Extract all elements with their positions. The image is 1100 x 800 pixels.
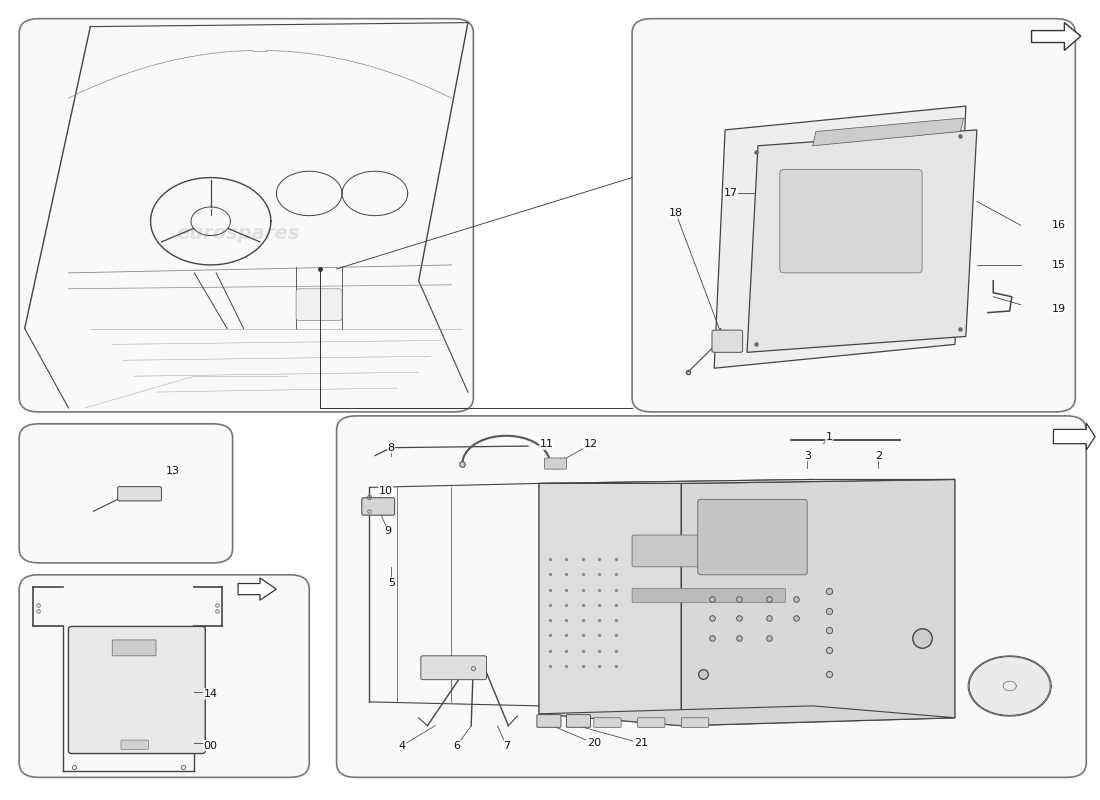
Text: 14: 14 bbox=[204, 689, 218, 699]
FancyBboxPatch shape bbox=[697, 499, 807, 574]
FancyBboxPatch shape bbox=[594, 718, 621, 727]
Text: 10: 10 bbox=[378, 486, 393, 496]
FancyBboxPatch shape bbox=[19, 424, 232, 563]
FancyBboxPatch shape bbox=[118, 486, 162, 501]
Text: 13: 13 bbox=[165, 466, 179, 477]
Text: 17: 17 bbox=[724, 189, 738, 198]
FancyBboxPatch shape bbox=[712, 330, 743, 352]
Polygon shape bbox=[539, 483, 681, 726]
Polygon shape bbox=[747, 130, 977, 352]
Text: 15: 15 bbox=[1052, 260, 1066, 270]
Circle shape bbox=[969, 657, 1050, 715]
Text: 5: 5 bbox=[388, 578, 395, 588]
Text: 7: 7 bbox=[503, 741, 509, 750]
Polygon shape bbox=[238, 578, 276, 600]
Polygon shape bbox=[714, 106, 966, 368]
FancyBboxPatch shape bbox=[638, 718, 664, 727]
Text: 18: 18 bbox=[669, 208, 683, 218]
FancyBboxPatch shape bbox=[632, 535, 774, 567]
Text: eurospares: eurospares bbox=[130, 689, 192, 699]
FancyBboxPatch shape bbox=[362, 498, 395, 515]
Text: eurospares: eurospares bbox=[176, 224, 300, 242]
FancyBboxPatch shape bbox=[421, 656, 486, 680]
Text: 00: 00 bbox=[204, 741, 218, 750]
FancyBboxPatch shape bbox=[68, 626, 206, 754]
Text: 19: 19 bbox=[1052, 304, 1066, 314]
FancyBboxPatch shape bbox=[112, 640, 156, 656]
FancyBboxPatch shape bbox=[566, 714, 591, 727]
Polygon shape bbox=[681, 479, 955, 726]
Polygon shape bbox=[539, 479, 813, 714]
Text: 11: 11 bbox=[540, 439, 553, 450]
FancyBboxPatch shape bbox=[337, 416, 1087, 778]
Text: 1: 1 bbox=[826, 431, 833, 442]
Text: 20: 20 bbox=[586, 738, 601, 748]
Text: eurospares: eurospares bbox=[651, 602, 766, 619]
Text: 8: 8 bbox=[387, 442, 395, 453]
Text: 2: 2 bbox=[874, 450, 882, 461]
FancyBboxPatch shape bbox=[296, 289, 342, 321]
FancyBboxPatch shape bbox=[780, 170, 922, 273]
FancyBboxPatch shape bbox=[681, 718, 708, 727]
FancyBboxPatch shape bbox=[19, 18, 473, 412]
Text: 3: 3 bbox=[804, 450, 811, 461]
FancyBboxPatch shape bbox=[632, 588, 785, 602]
FancyBboxPatch shape bbox=[19, 574, 309, 778]
Polygon shape bbox=[1054, 423, 1094, 450]
Text: 6: 6 bbox=[453, 741, 461, 750]
Text: 4: 4 bbox=[398, 741, 406, 750]
Text: 12: 12 bbox=[583, 439, 597, 450]
Text: eurospares: eurospares bbox=[794, 236, 907, 254]
FancyBboxPatch shape bbox=[537, 714, 561, 727]
FancyBboxPatch shape bbox=[632, 18, 1076, 412]
Text: 16: 16 bbox=[1052, 220, 1066, 230]
Polygon shape bbox=[1032, 22, 1081, 50]
FancyBboxPatch shape bbox=[121, 740, 148, 750]
Text: 21: 21 bbox=[634, 738, 648, 748]
Polygon shape bbox=[539, 706, 955, 726]
Text: 9: 9 bbox=[385, 526, 392, 536]
Polygon shape bbox=[813, 118, 964, 146]
FancyBboxPatch shape bbox=[544, 458, 566, 469]
Polygon shape bbox=[539, 479, 955, 483]
